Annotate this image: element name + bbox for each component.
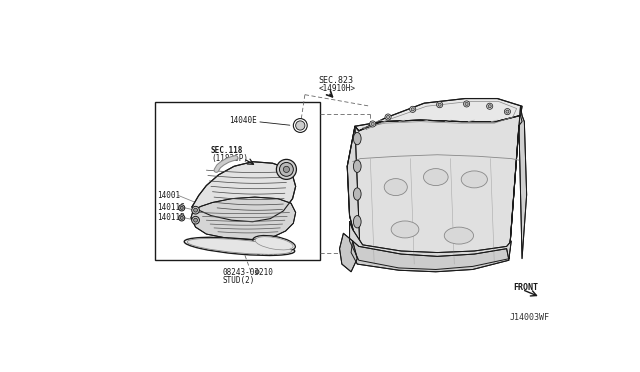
Ellipse shape — [391, 221, 419, 238]
Circle shape — [504, 109, 511, 115]
Ellipse shape — [353, 160, 361, 173]
Circle shape — [463, 101, 470, 107]
Circle shape — [284, 166, 289, 173]
Text: FRONT: FRONT — [513, 283, 538, 292]
Circle shape — [194, 218, 198, 222]
Circle shape — [369, 121, 376, 127]
Text: (11826P): (11826P) — [211, 154, 248, 163]
Polygon shape — [192, 162, 296, 222]
Text: SEC.118: SEC.118 — [211, 147, 243, 155]
Circle shape — [255, 270, 259, 274]
Text: <14910H>: <14910H> — [319, 84, 356, 93]
Bar — [155, 102, 320, 260]
Polygon shape — [348, 115, 522, 269]
Ellipse shape — [184, 237, 294, 256]
Text: 14035: 14035 — [255, 248, 279, 257]
Circle shape — [180, 217, 183, 219]
Circle shape — [192, 217, 200, 224]
Text: 14040E: 14040E — [230, 116, 257, 125]
Text: SEC.823: SEC.823 — [319, 76, 354, 85]
Circle shape — [179, 215, 185, 221]
Circle shape — [506, 110, 509, 113]
Circle shape — [293, 119, 307, 132]
Circle shape — [465, 102, 468, 106]
Ellipse shape — [353, 216, 361, 228]
Circle shape — [296, 121, 305, 130]
Circle shape — [179, 205, 185, 211]
Circle shape — [488, 105, 492, 108]
Circle shape — [180, 206, 183, 209]
Text: 14011B: 14011B — [157, 214, 185, 222]
Circle shape — [192, 206, 200, 214]
Text: 08243-03210: 08243-03210 — [223, 268, 273, 277]
Ellipse shape — [255, 237, 293, 250]
Circle shape — [276, 159, 296, 179]
Polygon shape — [191, 197, 296, 240]
Circle shape — [410, 106, 416, 112]
Ellipse shape — [384, 179, 407, 196]
Circle shape — [411, 108, 414, 111]
Polygon shape — [349, 222, 511, 269]
Polygon shape — [355, 99, 522, 131]
Text: 14011G: 14011G — [157, 203, 185, 212]
Polygon shape — [351, 241, 509, 272]
Text: J14003WF: J14003WF — [509, 314, 550, 323]
Ellipse shape — [253, 235, 296, 251]
Circle shape — [194, 208, 198, 212]
Circle shape — [486, 103, 493, 109]
Ellipse shape — [353, 188, 361, 200]
Polygon shape — [348, 126, 360, 259]
Circle shape — [371, 122, 374, 125]
Circle shape — [436, 102, 443, 108]
Circle shape — [438, 103, 441, 106]
Polygon shape — [509, 106, 527, 259]
Ellipse shape — [353, 132, 361, 145]
Circle shape — [280, 163, 293, 176]
Polygon shape — [340, 233, 357, 272]
Text: 14001: 14001 — [157, 191, 180, 200]
Ellipse shape — [461, 171, 488, 188]
Circle shape — [387, 115, 390, 119]
Circle shape — [385, 114, 391, 120]
Ellipse shape — [188, 238, 292, 254]
Text: STUD(2): STUD(2) — [223, 276, 255, 285]
Ellipse shape — [424, 169, 448, 186]
Ellipse shape — [444, 227, 474, 244]
